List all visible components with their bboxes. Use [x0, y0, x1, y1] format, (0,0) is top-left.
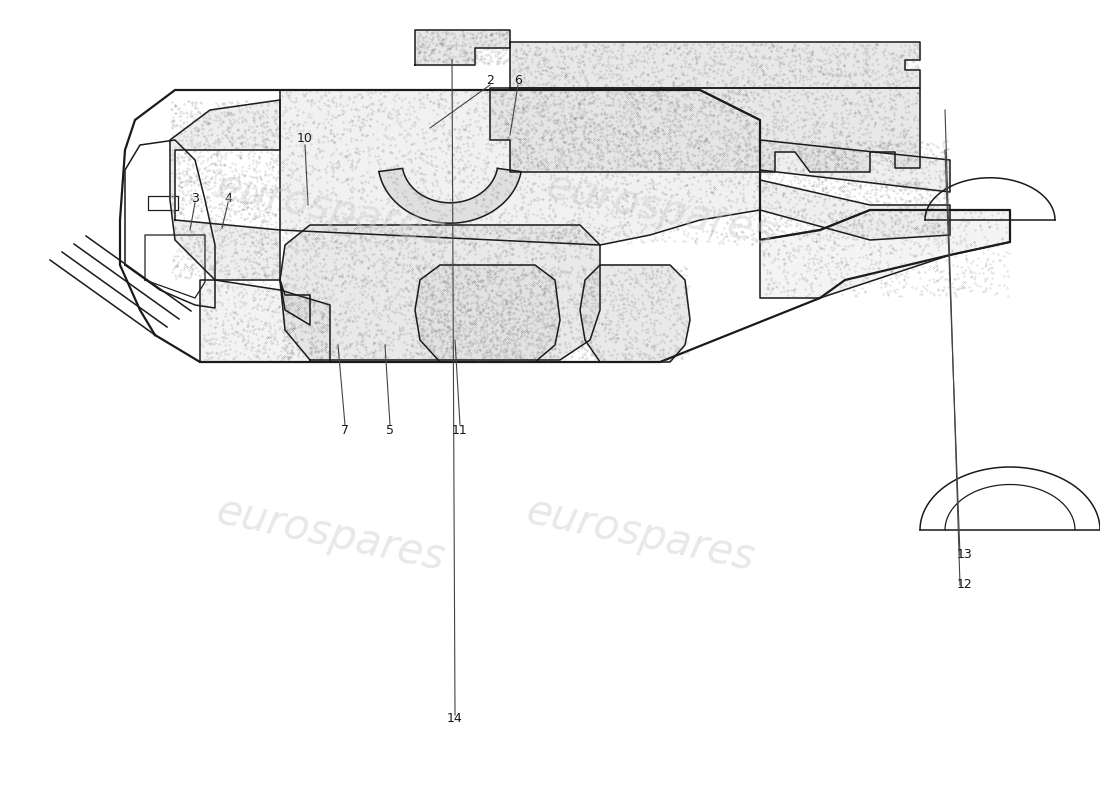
Text: 2: 2 [486, 74, 494, 86]
Polygon shape [580, 265, 690, 362]
Polygon shape [280, 90, 760, 245]
Text: 5: 5 [386, 423, 394, 437]
Text: eurospares: eurospares [521, 490, 758, 580]
Polygon shape [760, 180, 950, 240]
Text: eurospares: eurospares [542, 166, 778, 254]
Polygon shape [200, 280, 330, 362]
Text: 10: 10 [297, 131, 312, 145]
Polygon shape [760, 140, 950, 192]
Polygon shape [280, 280, 310, 325]
Polygon shape [490, 88, 920, 172]
Polygon shape [170, 100, 280, 280]
Text: 13: 13 [957, 549, 972, 562]
Text: 7: 7 [341, 423, 349, 437]
Text: 14: 14 [447, 711, 463, 725]
Polygon shape [378, 168, 521, 223]
Polygon shape [415, 265, 560, 362]
Text: 3: 3 [191, 191, 199, 205]
Text: 6: 6 [514, 74, 521, 86]
Text: 12: 12 [957, 578, 972, 591]
Text: eurospares: eurospares [212, 166, 448, 254]
Polygon shape [510, 42, 920, 88]
Polygon shape [760, 210, 1010, 298]
Text: 4: 4 [224, 191, 232, 205]
Polygon shape [415, 30, 510, 65]
Polygon shape [280, 225, 600, 360]
Text: eurospares: eurospares [212, 490, 448, 580]
Text: 11: 11 [452, 423, 468, 437]
